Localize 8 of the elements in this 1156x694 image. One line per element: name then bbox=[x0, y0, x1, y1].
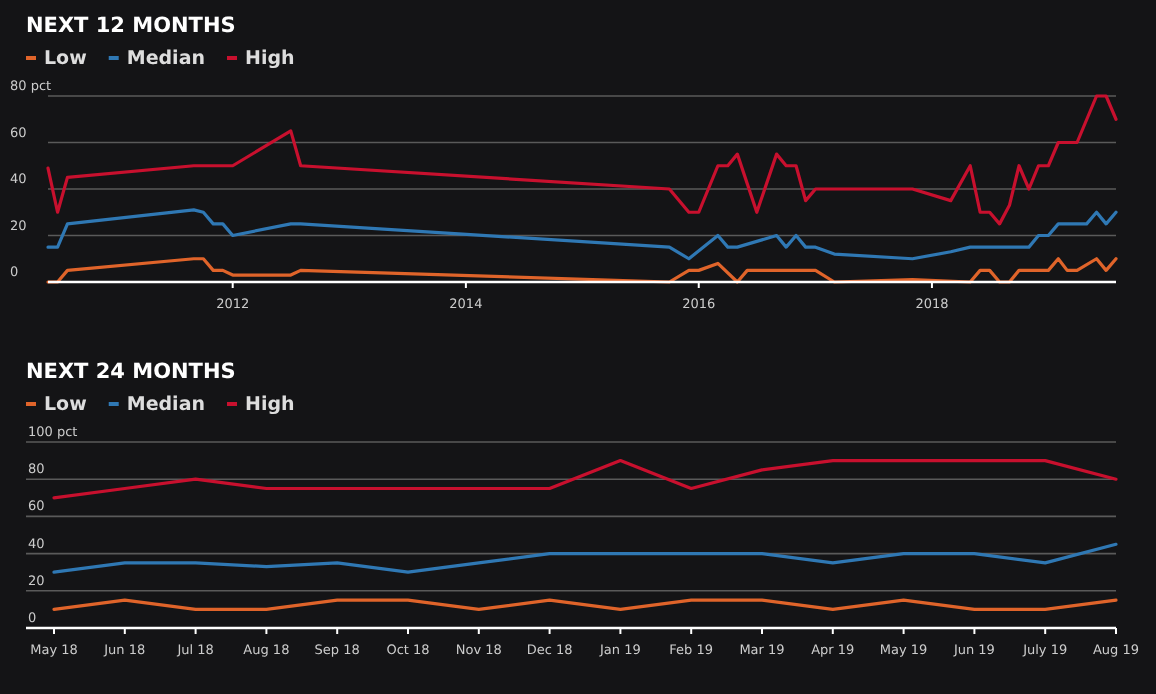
chart-title: NEXT 24 MONTHS bbox=[26, 360, 236, 384]
legend-label: Median bbox=[126, 394, 206, 416]
legend-label: Low bbox=[44, 394, 88, 416]
legend-label: High bbox=[245, 394, 296, 416]
chart-title: NEXT 12 MONTHS bbox=[26, 14, 236, 38]
legend-label: Low bbox=[44, 48, 88, 70]
legend-label: Median bbox=[126, 48, 206, 70]
legend-label: High bbox=[245, 48, 296, 70]
